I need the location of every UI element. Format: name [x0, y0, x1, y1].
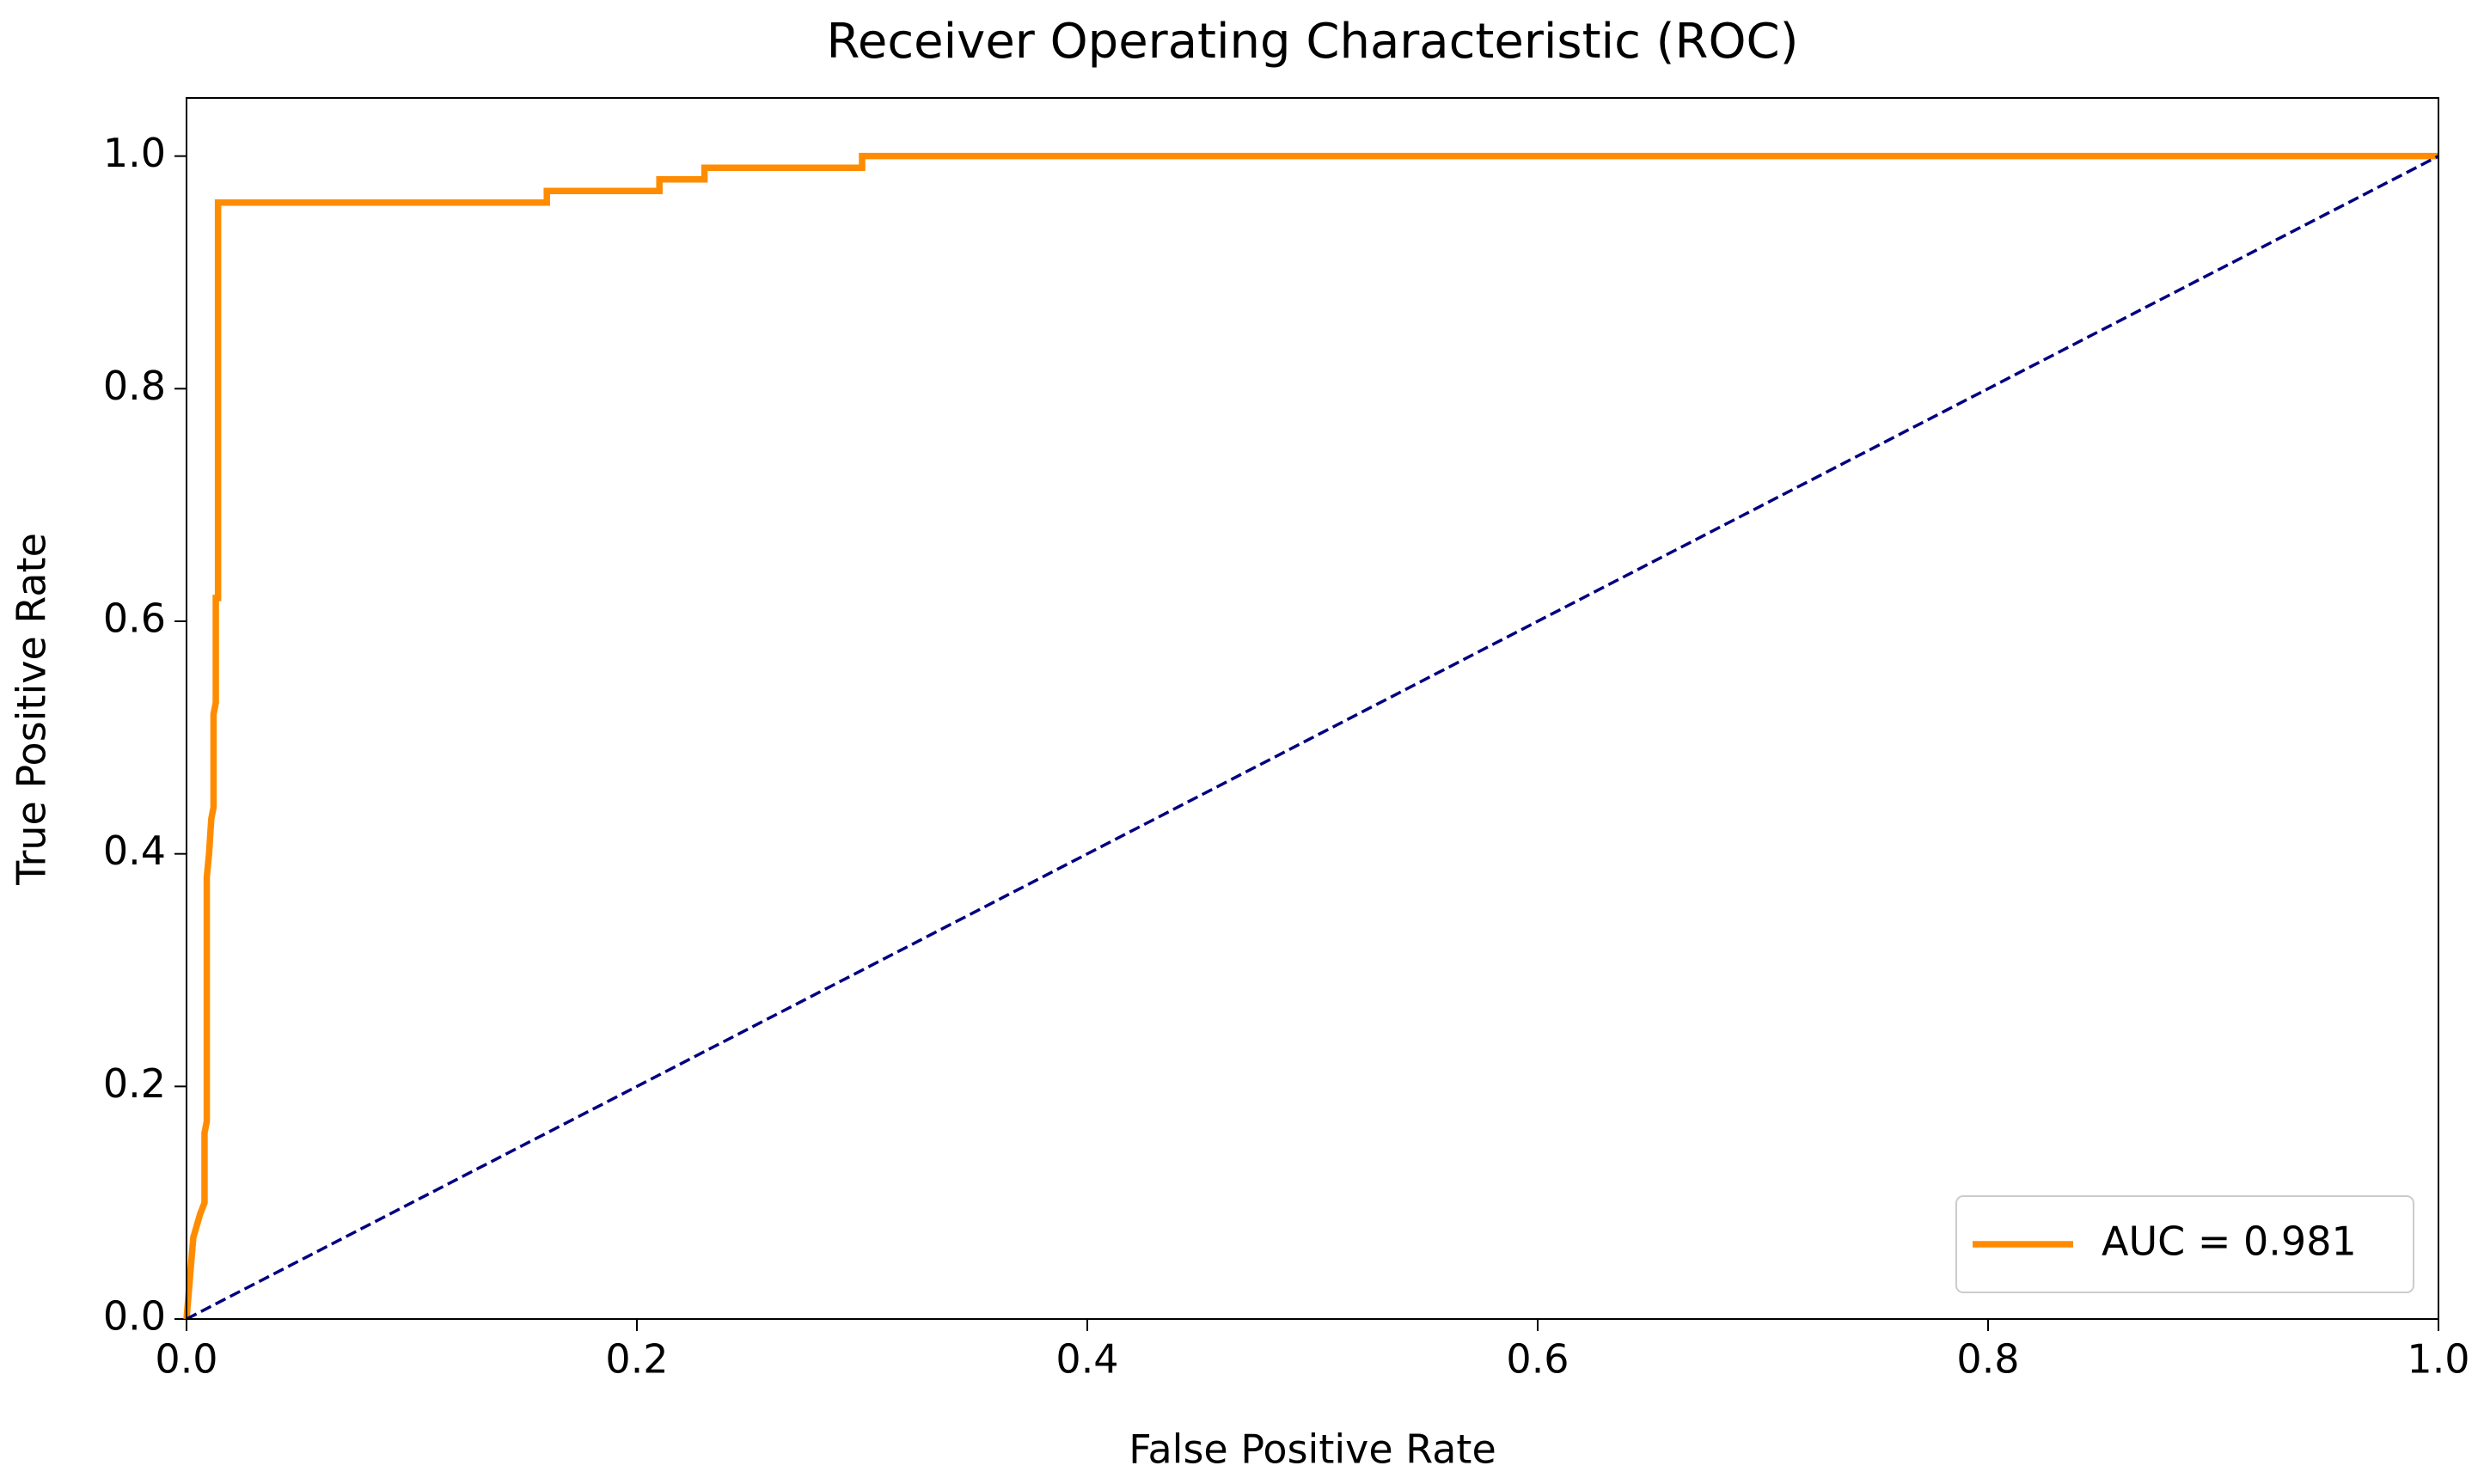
- chart-title: Receiver Operating Characteristic (ROC): [827, 14, 1799, 70]
- x-tick-label: 0.4: [1055, 1336, 1118, 1383]
- plot-frame: [186, 97, 2439, 1320]
- y-tick-label: 0.2: [103, 1060, 166, 1107]
- y-tick-label: 0.8: [103, 363, 166, 409]
- y-tick-label: 0.4: [103, 827, 166, 874]
- legend-label: AUC = 0.981: [2102, 1218, 2357, 1265]
- roc-curve: [183, 152, 2438, 1320]
- x-tick-label: 0.0: [155, 1336, 217, 1383]
- y-tick-label: 1.0: [103, 130, 166, 176]
- legend-box: [1955, 1195, 2414, 1293]
- diagonal-line: [186, 155, 2439, 1321]
- y-axis-label: True Positive Rate: [9, 533, 55, 886]
- x-axis-label: False Positive Rate: [1129, 1426, 1496, 1473]
- x-tick-label: 1.0: [2407, 1336, 2469, 1383]
- y-tick-label: 0.6: [103, 595, 166, 642]
- x-tick-label: 0.6: [1506, 1336, 1569, 1383]
- y-tick-label: 0.0: [103, 1293, 166, 1340]
- x-tick-label: 0.2: [605, 1336, 668, 1383]
- x-tick-label: 0.8: [1956, 1336, 2019, 1383]
